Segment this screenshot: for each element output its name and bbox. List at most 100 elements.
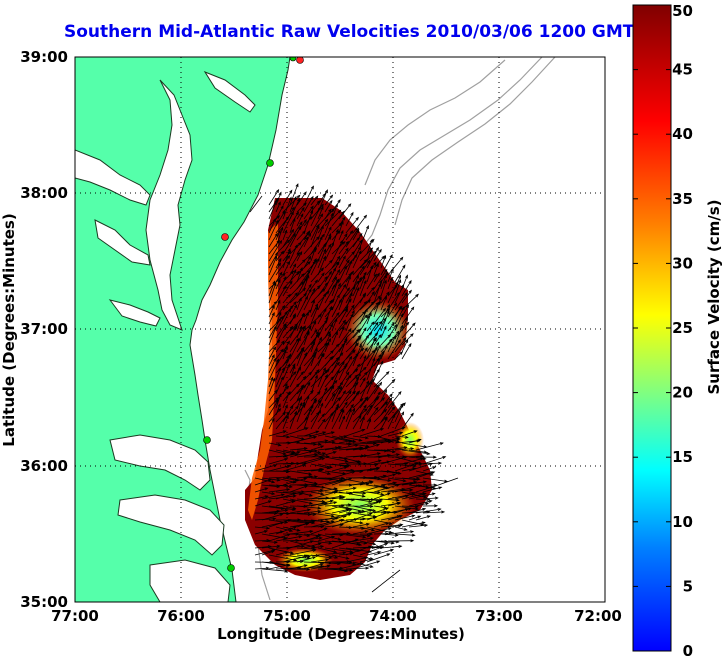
velocity-vector-head <box>395 498 400 502</box>
velocity-vector-head <box>375 246 379 251</box>
velocity-vector <box>275 449 294 455</box>
velocity-vector-head <box>380 360 384 365</box>
velocity-vector <box>268 397 279 409</box>
velocity-vector <box>268 282 277 304</box>
velocity-vector <box>289 323 298 332</box>
velocity-vector-head <box>324 282 328 286</box>
velocity-vector-head <box>355 227 360 232</box>
velocity-vector-head <box>400 403 404 408</box>
velocity-vector <box>324 446 342 451</box>
velocity-vector-head <box>376 357 380 362</box>
velocity-vector-head <box>373 516 378 520</box>
velocity-vector-head <box>342 319 347 324</box>
velocity-vector <box>359 526 375 531</box>
velocity-vector <box>261 484 280 488</box>
velocity-vector-head <box>312 287 316 292</box>
velocity-vector-head <box>369 504 374 508</box>
velocity-vector <box>289 470 312 475</box>
velocity-vector <box>359 372 368 381</box>
velocity-vector-head <box>352 562 357 566</box>
velocity-vector-head <box>298 297 302 302</box>
velocity-vector <box>345 212 354 227</box>
velocity-vector <box>275 349 287 367</box>
velocity-vector-head <box>308 472 313 476</box>
velocity-vector-head <box>361 494 366 498</box>
bay-branch <box>75 149 151 206</box>
velocity-vector-head <box>373 273 377 278</box>
velocity-vector-head <box>292 314 297 319</box>
velocity-vector-head <box>362 535 367 539</box>
velocity-vector-head <box>330 514 335 518</box>
velocity-vector <box>275 526 293 532</box>
velocity-vector <box>303 352 317 367</box>
velocity-vector-head <box>329 305 332 310</box>
velocity-vector <box>289 540 314 549</box>
velocity-vector-head <box>390 548 395 552</box>
velocity-vector-head <box>384 542 389 546</box>
velocity-vector-head <box>416 477 421 481</box>
velocity-vector <box>254 479 272 486</box>
velocity-vector <box>380 338 393 353</box>
velocity-vector-head <box>358 250 362 255</box>
velocity-vector <box>387 403 404 423</box>
velocity-vector <box>268 189 279 206</box>
velocity-vector <box>345 353 359 374</box>
velocity-vector <box>366 347 378 367</box>
velocity-vector <box>317 536 335 542</box>
velocity-vector-head <box>291 206 295 211</box>
velocity-vector-head <box>325 558 330 562</box>
y-axis: 35:00 36:00 37:00 38:00 39:00 <box>20 48 68 611</box>
velocity-vector-head <box>304 236 309 241</box>
velocity-vector-head <box>364 347 368 352</box>
velocity-vector <box>429 477 459 489</box>
bay-branch <box>203 70 256 113</box>
velocity-vector-head <box>419 457 424 461</box>
velocity-vector <box>338 547 361 552</box>
velocity-vector <box>310 528 327 535</box>
velocity-vector <box>282 477 298 481</box>
velocity-vector-head <box>417 438 422 442</box>
velocity-vector-head <box>397 339 401 344</box>
velocity-vector-head <box>356 229 360 234</box>
velocity-vector-head <box>310 205 314 210</box>
velocity-vector-head <box>295 539 300 543</box>
velocity-vector-head <box>282 430 287 434</box>
velocity-vector <box>387 303 397 318</box>
velocity-vector <box>268 339 280 353</box>
velocity-vector-head <box>359 232 363 237</box>
velocity-vector-head <box>297 197 300 202</box>
velocity-field-edge <box>248 222 278 520</box>
velocity-vector-head <box>271 480 276 484</box>
velocity-vector <box>366 468 379 472</box>
velocity-vector-head <box>333 379 338 384</box>
velocity-vector <box>345 280 360 297</box>
velocity-vector <box>338 273 352 290</box>
velocity-vector <box>268 346 276 360</box>
velocity-vector <box>254 464 277 472</box>
velocity-vector-head <box>317 284 321 289</box>
velocity-vector-head <box>315 535 320 539</box>
velocity-vector <box>303 543 321 549</box>
velocity-vector-head <box>335 203 338 208</box>
velocity-vector <box>394 279 401 297</box>
velocity-vector <box>380 280 387 297</box>
velocity-vector-head <box>289 305 294 309</box>
velocity-vector-head <box>340 229 344 234</box>
velocity-vector-head <box>404 435 409 439</box>
velocity-vector <box>331 306 349 325</box>
velocity-vector-head <box>292 492 297 496</box>
velocity-vector-head <box>368 499 373 503</box>
velocity-vector-head <box>369 481 374 485</box>
velocity-vector-head <box>281 304 286 309</box>
velocity-vector <box>352 287 360 304</box>
velocity-vector <box>331 496 345 500</box>
velocity-vector-head <box>331 535 336 539</box>
velocity-vector-head <box>277 407 282 412</box>
velocity-vector <box>331 538 359 549</box>
velocity-vector <box>310 321 317 332</box>
velocity-vector <box>303 341 316 360</box>
velocity-vector <box>366 551 381 556</box>
velocity-vector-head <box>336 403 339 408</box>
velocity-vector <box>310 258 320 276</box>
